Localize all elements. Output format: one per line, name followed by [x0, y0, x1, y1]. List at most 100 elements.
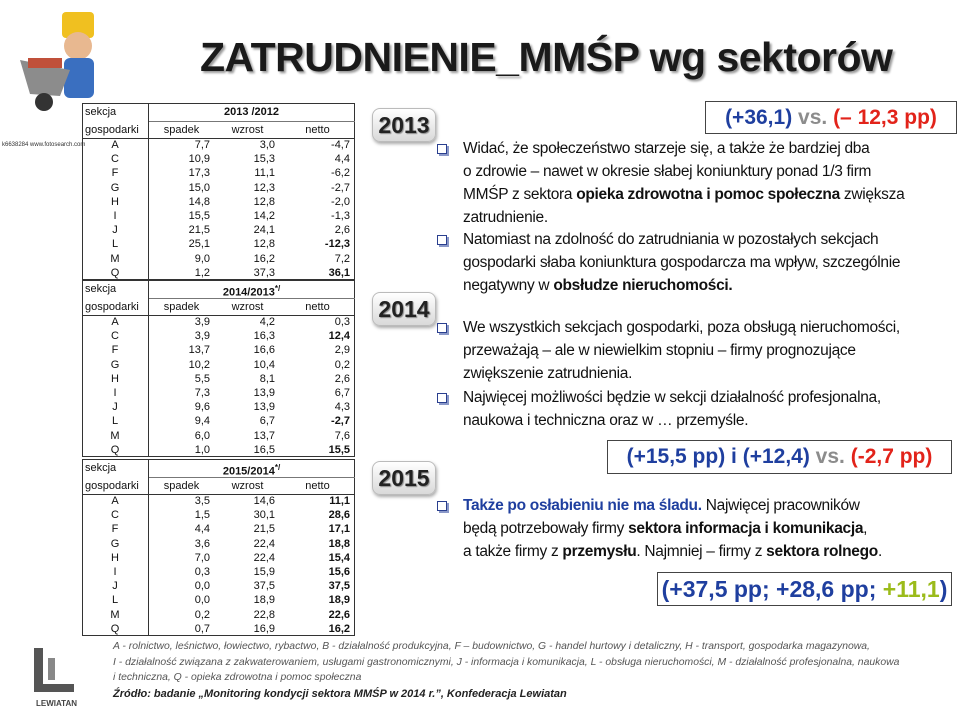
logo: LEWIATAN	[34, 648, 77, 708]
table-cell: 21,5	[188, 224, 210, 237]
text-segment: zwiększa	[839, 186, 905, 203]
bullet-line: zatrudnienie.	[463, 206, 548, 229]
table-cell: 4,4	[334, 153, 350, 166]
table-cell: 13,9	[253, 401, 275, 414]
table-cell: 6,7	[259, 415, 275, 428]
text-segment: zwiększenie zatrudnienia.	[463, 365, 633, 382]
text-segment: naukowa i techniczna oraz w … przemyśle.	[463, 412, 749, 429]
text-segment: negatywny w	[463, 277, 554, 294]
text-segment: obsłudze nieruchomości.	[553, 277, 733, 294]
table-cell: 13,7	[188, 344, 210, 357]
text-segment: przemysłu	[562, 543, 637, 560]
table-cell: 22,4	[253, 537, 275, 550]
table-cell: 0,3	[334, 316, 350, 328]
period-header: 2013 /2012	[148, 105, 355, 119]
row-label: G	[110, 537, 120, 550]
footnote-line: A - rolnictwo, leśnictwo, łowiectwo, ryb…	[113, 641, 870, 652]
table-cell: 4,3	[334, 401, 350, 414]
table-cell: 3,9	[194, 316, 210, 328]
table-cell: 7,2	[334, 252, 350, 265]
table-cell: 3,6	[194, 537, 210, 550]
bullet-line: gospodarki słaba koniunktura gospodarcza…	[463, 251, 900, 274]
period-header: 2015/2014*/	[148, 461, 355, 479]
text-segment: przeważają – ale w niewielkim stopniu – …	[463, 342, 856, 359]
column-header: wzrost	[231, 123, 264, 136]
table-cell: 9,0	[194, 252, 210, 265]
bullet-line: Także po osłabieniu nie ma śladu. Najwię…	[463, 494, 860, 517]
table-cell: 2,9	[334, 344, 350, 357]
table-cell: 37,3	[253, 266, 275, 279]
row-label: L	[111, 238, 119, 251]
highlight-box: (+36,1) vs. (– 12,3 pp)	[705, 101, 957, 134]
table-cell: 3,9	[194, 330, 210, 343]
table-cell: 3,5	[194, 495, 210, 507]
text-segment: Najwięcej pracowników	[701, 497, 860, 514]
row-label: Q	[110, 266, 120, 279]
table-cell: 1,5	[194, 509, 210, 522]
table-border	[82, 280, 355, 457]
table-cell: 14,8	[188, 195, 210, 208]
text-segment: będą potrzebowały firmy	[463, 520, 629, 537]
table-border	[82, 459, 355, 636]
source: Źródło: badanie „Monitoring kondycji sek…	[113, 688, 567, 700]
table-cell: 3,0	[259, 139, 275, 151]
row-label: F	[111, 167, 119, 180]
table-cell: 1,0	[194, 443, 210, 456]
table-cell: 0,7	[194, 622, 210, 635]
text-segment: Także po osłabieniu nie ma śladu.	[463, 497, 702, 514]
bullet-marker	[437, 323, 447, 333]
text-segment: MMŚP z sektora	[463, 186, 577, 203]
table-cell: 37,5	[253, 580, 275, 593]
text-segment: Natomiast na zdolność do zatrudniania w …	[463, 231, 879, 248]
table-cell: 16,2	[328, 622, 350, 635]
table-cell: -4,7	[331, 139, 350, 151]
table-rule	[148, 120, 355, 122]
table-rule	[148, 297, 355, 299]
table-cell: 36,1	[328, 266, 350, 279]
text-segment: (– 12,3 pp)	[833, 106, 937, 129]
table-cell: 18,9	[328, 594, 350, 607]
table-cell: 0,0	[194, 594, 210, 607]
table-cell: 15,9	[253, 566, 275, 578]
highlight-box: (+15,5 pp) i (+12,4) vs. (-2,7 pp)	[607, 440, 952, 474]
bullet-line: Najwięcej możliwości będzie w sekcji dzi…	[463, 386, 881, 409]
table-cell: -2,7	[331, 415, 350, 428]
table-cell: 12,3	[253, 181, 275, 194]
table-cell: -2,0	[331, 195, 350, 208]
bullet-line: Widać, że społeczeństwo starzeje się, a …	[463, 137, 870, 160]
table-cell: 13,7	[253, 429, 275, 442]
table-cell: 22,4	[253, 551, 275, 564]
footnote-line: i techniczna, Q - opieka zdrowotna i pom…	[113, 672, 362, 683]
table-cell: 28,6	[328, 509, 350, 522]
row-label: L	[111, 415, 119, 428]
table-cell: 5,5	[194, 372, 210, 385]
bullet-line: przeważają – ale w niewielkim stopniu – …	[463, 339, 856, 362]
section-header: sekcja	[85, 106, 117, 118]
row-label: H	[111, 195, 119, 208]
text-segment: vs.	[792, 106, 834, 129]
row-label: J	[112, 401, 118, 414]
text-segment: .	[877, 543, 882, 560]
text-segment: ,	[863, 520, 868, 537]
body	[64, 58, 94, 98]
table-cell: 25,1	[188, 238, 210, 251]
table-cell: 7,0	[194, 551, 210, 564]
row-label: F	[111, 344, 119, 357]
table-cell: 0,0	[194, 580, 210, 593]
table-cell: 18,8	[328, 537, 350, 550]
table-rule	[148, 476, 355, 478]
section-header: gospodarki	[85, 479, 139, 492]
table-cell: 1,2	[194, 266, 210, 279]
table-cell: 2,6	[334, 224, 350, 237]
text-segment: . Najmniej – firmy z	[636, 543, 767, 560]
row-label: M	[110, 429, 120, 442]
text-segment: (+36,1)	[725, 106, 793, 129]
section-header: gospodarki	[85, 300, 139, 313]
table-cell: 22,6	[328, 608, 350, 621]
row-label: C	[111, 330, 119, 343]
table-cell: 15,0	[188, 181, 210, 194]
bullet-line: We wszystkich sekcjach gospodarki, poza …	[463, 316, 900, 339]
table-cell: 21,5	[253, 523, 275, 536]
table-cell: 8,1	[259, 372, 275, 385]
table-cell: 18,9	[253, 594, 275, 607]
